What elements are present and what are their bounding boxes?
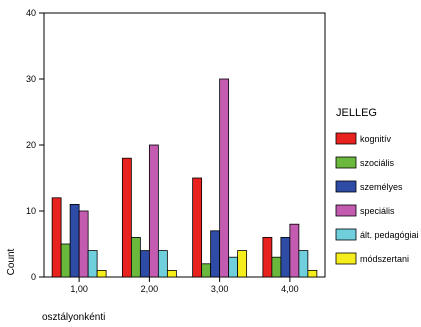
bar [271,256,282,278]
legend-label: módszertani [360,254,409,264]
bar [228,256,239,278]
bar [148,144,159,278]
legend-swatch [335,180,357,193]
y-tick-label: 20 [26,140,36,150]
bar [121,157,132,278]
bar [87,250,98,278]
legend-label: szociális [360,158,395,168]
bar [51,197,62,278]
bar [166,269,177,278]
legend-label: speciális [360,206,395,216]
y-tick-label: 40 [26,8,36,18]
bar [139,250,150,278]
y-axis-label: Count [6,248,17,275]
legend-label: ált. pedagógiai [360,230,419,240]
bar [219,78,230,278]
bar [289,223,300,278]
y-axis: 0 10 20 30 40 [26,8,44,282]
x-tick-label: 2,00 [141,284,159,294]
x-axis: 1,00 2,00 3,00 4,00 [70,277,299,294]
x-tick-label: 3,00 [211,284,229,294]
x-tick-label: 4,00 [281,284,299,294]
bar [78,210,89,278]
legend-swatch [335,156,357,169]
legend-swatch [335,252,357,265]
bar [210,230,221,278]
y-tick-label: 0 [31,272,36,282]
x-tick-label: 1,00 [70,284,88,294]
legend-swatch [335,228,357,241]
bar [60,243,71,278]
y-tick-label: 10 [26,206,36,216]
bar [69,203,80,278]
bar [130,236,141,278]
legend: JELLEG kognitív szociális személyes speciál… [335,107,419,265]
bar [307,269,318,278]
bar [262,236,273,278]
bar [192,177,203,278]
y-tick-label: 30 [26,74,36,84]
bar [298,250,309,278]
bar [157,250,168,278]
legend-label: személyes [360,182,403,192]
bar [280,236,291,278]
bars [51,78,318,278]
bar [201,263,212,278]
x-axis-label: osztályonkénti [42,312,105,322]
legend-swatch [335,204,357,217]
legend-label: kognitív [360,134,392,144]
bar [237,250,248,278]
legend-title: JELLEG [336,107,377,119]
bar [96,269,107,278]
legend-swatch [335,132,357,145]
